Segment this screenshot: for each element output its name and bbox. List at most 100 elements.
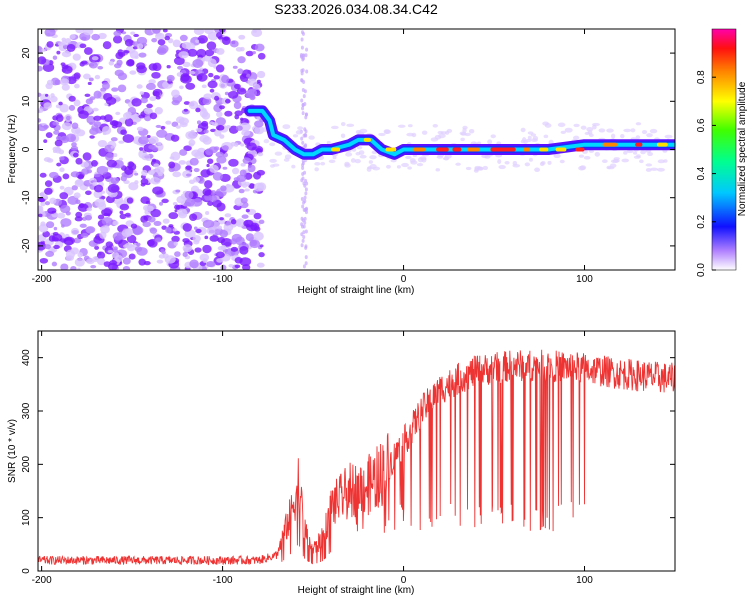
noise-blob: [269, 158, 277, 163]
noise-blob: [75, 157, 83, 165]
noise-blob: [195, 228, 202, 234]
noise-blob: [328, 159, 336, 164]
noise-blob: [207, 201, 214, 207]
noise-blob: [102, 41, 112, 50]
noise-blob: [636, 154, 641, 158]
noise-blob: [162, 29, 168, 33]
noise-blob: [254, 126, 265, 135]
spectrogram-marks: [38, 29, 675, 270]
noise-blob: [578, 154, 585, 158]
noise-blob: [169, 156, 175, 160]
noise-blob: [512, 160, 518, 166]
colorbar: 0.0 0.2 0.4 0.6 0.8 Normalized spectral ampl…: [696, 28, 748, 277]
noise-blob: [228, 158, 239, 167]
noise-blob: [657, 159, 665, 164]
y-tick-label: 200: [21, 456, 32, 473]
noise-blob: [174, 209, 178, 213]
noise-blob: [120, 129, 128, 136]
noise-blob: [38, 223, 49, 233]
noise-blob: [43, 102, 53, 109]
noise-blob: [80, 232, 89, 238]
noise-blob: [206, 227, 216, 235]
noise-blob: [87, 81, 92, 86]
noise-blob: [340, 133, 346, 139]
noise-blob: [440, 131, 447, 135]
noise-blob: [303, 170, 307, 175]
noise-blob: [623, 150, 628, 155]
noise-blob: [207, 80, 218, 89]
noise-blob: [187, 48, 198, 57]
noise-blob: [182, 244, 193, 253]
noise-blob: [224, 213, 232, 218]
noise-blob: [407, 166, 412, 170]
noise-blob: [46, 41, 54, 48]
noise-blob: [74, 216, 83, 222]
noise-blob: [55, 104, 62, 109]
noise-blob: [237, 68, 244, 75]
noise-blob: [359, 154, 367, 159]
noise-blob: [204, 49, 215, 57]
noise-blob: [131, 98, 142, 107]
noise-blob: [233, 83, 241, 90]
noise-blob: [143, 107, 154, 115]
noise-blob: [303, 199, 307, 204]
noise-blob: [172, 39, 181, 48]
noise-blob: [305, 69, 309, 74]
noise-blob: [301, 161, 305, 166]
colorbar-ticks: 0.0 0.2 0.4 0.6 0.8: [696, 70, 716, 277]
noise-blob: [304, 129, 308, 134]
noise-blob: [390, 158, 397, 163]
noise-blob: [115, 51, 124, 60]
noise-blob: [601, 159, 608, 164]
noise-blob: [300, 78, 304, 83]
noise-blob: [124, 212, 131, 217]
noise-blob: [235, 125, 243, 131]
noise-blob: [257, 152, 264, 157]
noise-blob: [368, 160, 373, 164]
noise-blob: [304, 244, 308, 249]
noise-blob: [111, 124, 118, 129]
noise-blob: [92, 107, 99, 112]
noise-blob: [227, 90, 239, 99]
signal-core: [490, 147, 516, 152]
noise-blob: [580, 125, 587, 130]
noise-blob: [304, 191, 308, 196]
noise-blob: [244, 188, 250, 192]
noise-blob: [635, 135, 641, 140]
noise-blob: [79, 43, 87, 49]
noise-blob: [559, 159, 565, 164]
noise-blob: [156, 259, 164, 264]
noise-blob: [350, 158, 356, 163]
noise-blob: [476, 166, 484, 171]
noise-blob: [156, 129, 168, 138]
noise-blob: [232, 65, 238, 69]
noise-blob: [432, 123, 438, 128]
noise-blob: [251, 29, 263, 37]
noise-blob: [52, 121, 60, 126]
noise-blob: [57, 212, 66, 219]
noise-blob: [212, 171, 223, 181]
noise-blob: [70, 171, 80, 178]
noise-blob: [234, 114, 240, 120]
noise-blob: [73, 237, 82, 244]
noise-blob: [525, 138, 532, 143]
noise-blob: [50, 77, 60, 86]
noise-blob: [146, 239, 155, 247]
noise-blob: [92, 181, 98, 186]
noise-blob: [151, 158, 157, 163]
noise-blob: [65, 133, 77, 143]
signal-core: [555, 147, 567, 152]
noise-blob: [302, 207, 306, 212]
noise-blob: [213, 75, 220, 80]
noise-blob: [96, 251, 106, 260]
noise-blob: [85, 226, 96, 234]
noise-blob: [197, 147, 206, 155]
noise-blob: [85, 98, 94, 105]
noise-blob: [179, 34, 188, 42]
noise-blob: [241, 214, 249, 219]
noise-blob: [283, 158, 290, 162]
noise-blob: [166, 65, 171, 69]
noise-blob: [192, 59, 204, 68]
noise-blob: [89, 61, 98, 69]
noise-blob: [639, 159, 644, 164]
